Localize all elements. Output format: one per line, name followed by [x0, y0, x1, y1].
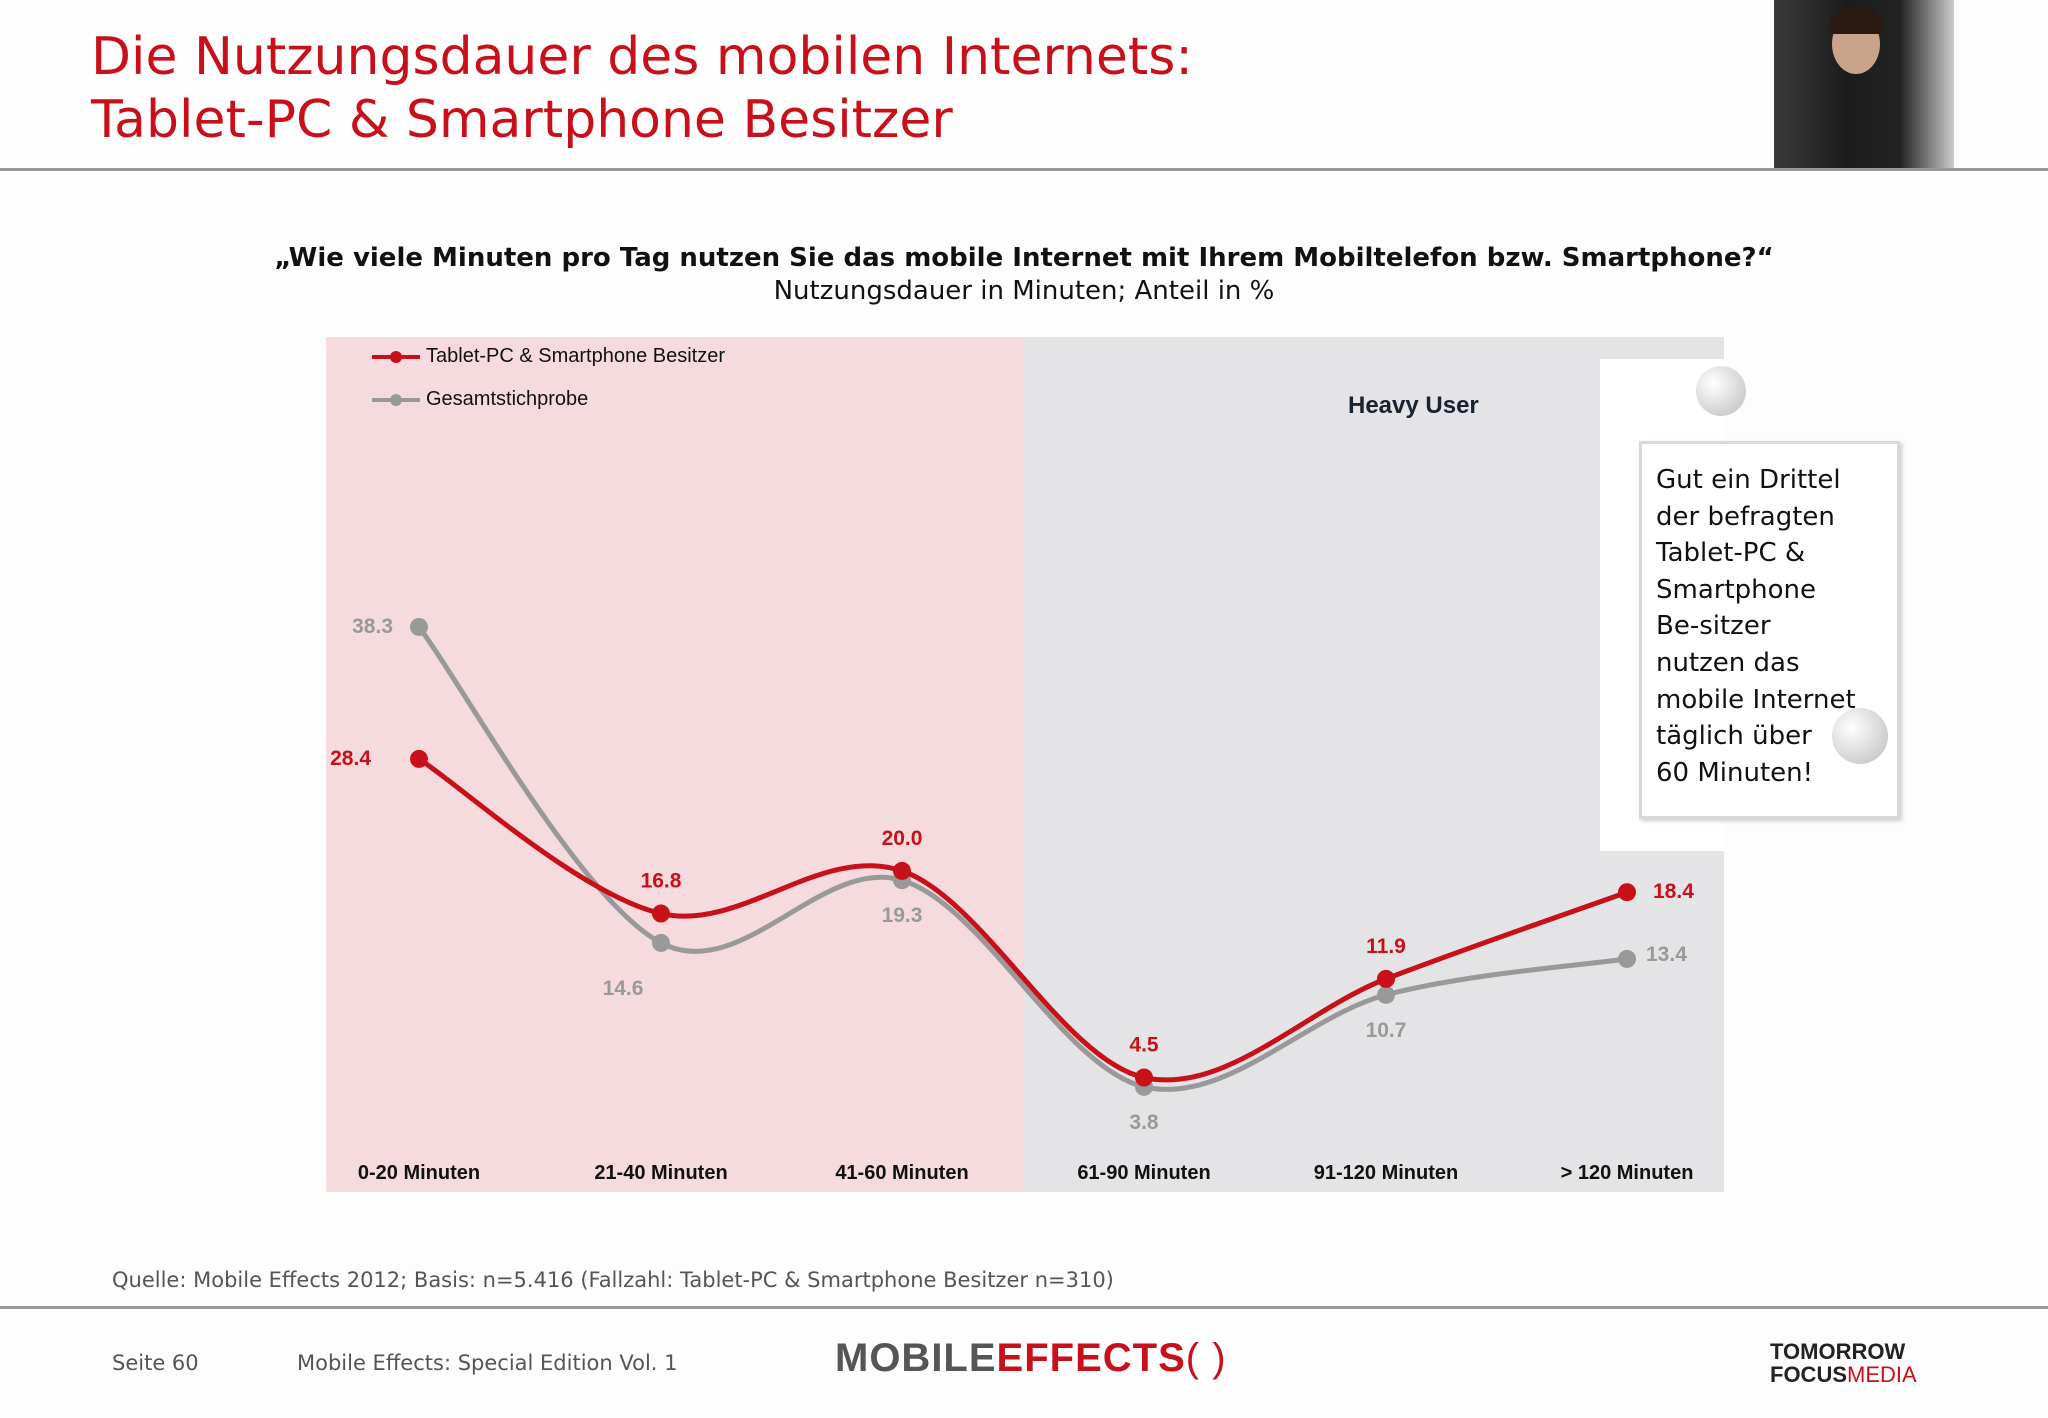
data-point	[652, 904, 670, 923]
x-tick-label: 41-60 Minuten	[835, 1162, 969, 1184]
data-point	[1135, 1068, 1153, 1087]
callout-line: der befragten	[1656, 501, 1835, 532]
callout-line: 60 Minuten!	[1656, 757, 1814, 788]
edition-label: Mobile Effects: Special Edition Vol. 1	[297, 1351, 678, 1375]
title-line-2: Tablet-PC & Smartphone Besitzer	[91, 90, 953, 150]
data-label: 11.9	[1366, 935, 1406, 958]
data-point	[410, 749, 428, 768]
heavy-user-label: Heavy User	[1348, 392, 1479, 419]
title-line-1: Die Nutzungsdauer des mobilen Internets:	[91, 27, 1193, 87]
data-label: 14.6	[603, 977, 644, 1000]
callout-line: nutzen das	[1656, 647, 1800, 678]
callout-line: Smartphone	[1656, 574, 1817, 605]
logo-text: MEDIA	[1847, 1362, 1917, 1387]
data-label: 19.3	[882, 904, 923, 927]
data-label: 18.4	[1653, 880, 1694, 903]
callout-line: täglich über	[1656, 721, 1812, 752]
legend-label-gesamt: Gesamtstichprobe	[426, 388, 589, 410]
legend-label-tablet: Tablet-PC & Smartphone Besitzer	[426, 345, 726, 367]
data-label: 28.4	[330, 747, 371, 770]
footer-divider	[0, 1306, 2048, 1309]
series-line-gesamt	[417, 625, 1628, 1092]
data-label: 13.4	[1646, 943, 1687, 966]
data-label: 20.0	[882, 827, 923, 850]
x-tick-label: 91-120 Minuten	[1313, 1162, 1459, 1184]
logo-text: MOBILE	[835, 1336, 997, 1380]
data-label: 16.8	[641, 870, 682, 893]
data-label: 38.3	[352, 615, 393, 638]
data-point	[893, 861, 911, 880]
data-point	[410, 617, 428, 636]
data-point	[1377, 985, 1395, 1004]
legend-marker	[390, 351, 402, 363]
page-number: Seite 60	[112, 1351, 199, 1375]
callout-line: Be-sitzer	[1656, 611, 1771, 642]
data-point	[1618, 883, 1636, 902]
x-tick-label: 21-40 Minuten	[594, 1162, 728, 1184]
chart-subtitle: Nutzungsdauer in Minuten; Anteil in %	[773, 276, 1275, 306]
logo-text: TOMORROW	[1770, 1339, 1906, 1364]
mobile-effects-logo: MOBILEEFFECTS( )	[835, 1336, 1227, 1380]
logo-text: FOCUS	[1770, 1362, 1847, 1387]
header-divider	[0, 168, 2048, 171]
callout-line: mobile Internet	[1656, 684, 1856, 715]
source-note: Quelle: Mobile Effects 2012; Basis: n=5.…	[112, 1268, 1114, 1292]
legend-marker	[390, 394, 402, 406]
callout-line: Gut ein Drittel	[1656, 465, 1841, 495]
data-point	[652, 933, 670, 952]
x-tick-label: > 120 Minuten	[1560, 1162, 1694, 1184]
logo-text: EFFECTS	[996, 1336, 1186, 1380]
data-point	[1618, 949, 1636, 968]
x-tick-label: 0-20 Minuten	[357, 1162, 481, 1184]
data-label: 3.8	[1129, 1111, 1159, 1134]
data-label: 10.7	[1366, 1019, 1407, 1042]
callout-line: Tablet-PC &	[1656, 538, 1806, 569]
x-tick-label: 61-90 Minuten	[1077, 1162, 1211, 1184]
light-user-region	[326, 337, 1024, 1192]
figure-head-icon	[1696, 366, 1746, 416]
chart-question: „Wie viele Minuten pro Tag nutzen Sie da…	[274, 243, 1774, 273]
series-line-tablet	[417, 756, 1628, 1083]
callout-text: Gut ein Drittel der befragten Tablet-PC …	[1656, 462, 1856, 791]
data-label: 4.5	[1129, 1034, 1159, 1057]
header-photo	[1774, 0, 1954, 170]
tomorrow-focus-media-logo: TOMORROW FOCUSMEDIA	[1770, 1340, 1917, 1386]
figure-head-icon	[1832, 708, 1888, 764]
data-point	[1377, 969, 1395, 988]
